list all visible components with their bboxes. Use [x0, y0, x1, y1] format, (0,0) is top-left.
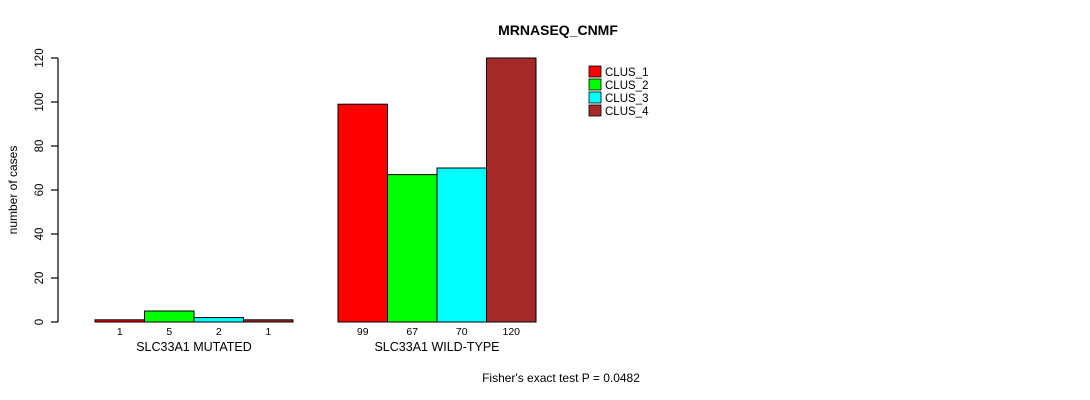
bar-value-label: 67 [406, 326, 418, 338]
y-tick-label: 60 [34, 184, 46, 197]
legend-swatch [588, 91, 602, 104]
legend-label: CLUS_4 [605, 106, 649, 118]
bar [94, 319, 145, 323]
bar [144, 310, 195, 323]
legend-swatch [588, 65, 602, 78]
bar [387, 174, 438, 323]
legend-label: CLUS_2 [605, 80, 648, 92]
x-group-label: SLC33A1 MUTATED [136, 340, 252, 354]
y-tick-label: 100 [34, 92, 46, 111]
bar-value-label: 5 [166, 326, 172, 338]
bar [243, 319, 294, 323]
x-group-label: SLC33A1 WILD-TYPE [374, 340, 499, 354]
pvalue-annotation: Fisher's exact test P = 0.0482 [482, 371, 640, 385]
y-tick-label: 80 [34, 140, 46, 153]
bar-value-label: 1 [265, 326, 271, 338]
bar [486, 57, 537, 323]
bar-value-label: 2 [216, 326, 222, 338]
legend-label: CLUS_3 [605, 93, 648, 105]
bar [193, 317, 244, 323]
bar-value-label: 120 [502, 326, 520, 338]
bar-value-label: 1 [117, 326, 123, 338]
legend-swatch [588, 104, 602, 117]
y-tick-label: 0 [34, 319, 46, 325]
legend-label: CLUS_1 [605, 67, 648, 79]
chart-title: MRNASEQ_CNMF [498, 22, 618, 38]
y-tick-label: 40 [34, 228, 46, 241]
legend-swatch [588, 78, 602, 91]
y-tick-label: 20 [34, 272, 46, 285]
bar [436, 167, 487, 323]
bar-value-label: 99 [357, 326, 369, 338]
bar [337, 103, 388, 323]
bar-value-label: 70 [456, 326, 468, 338]
y-tick-label: 120 [34, 48, 46, 67]
